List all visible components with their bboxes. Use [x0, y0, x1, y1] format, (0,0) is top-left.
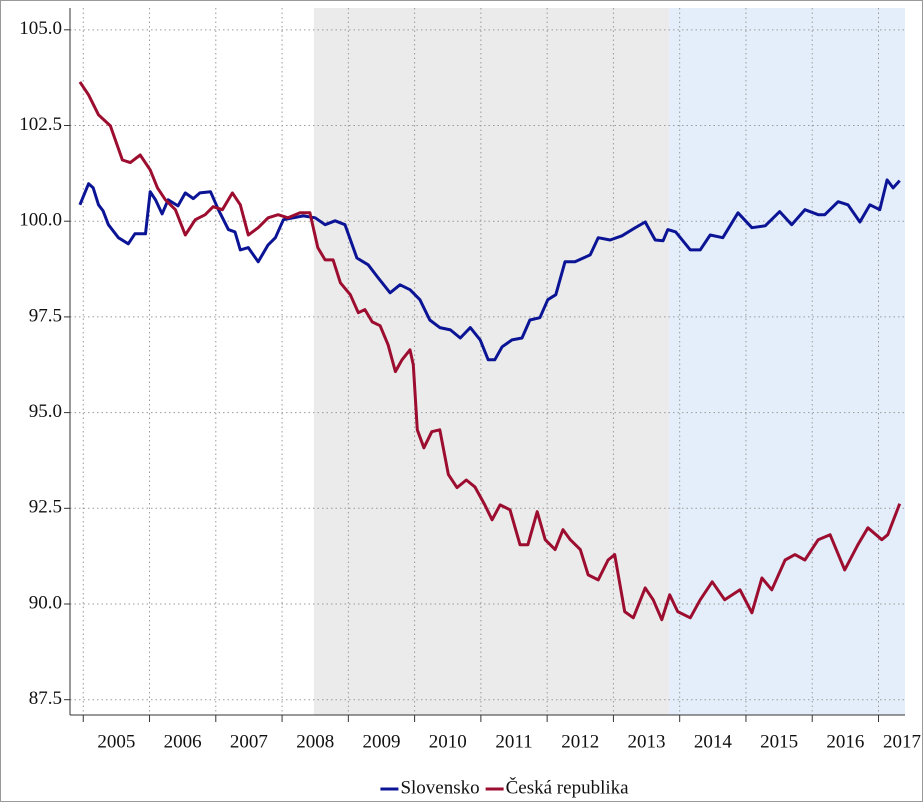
series-line [78, 178, 901, 362]
grid [70, 8, 905, 715]
y-tick-label: 102.5 [19, 114, 62, 135]
y-tick-label: 95.0 [29, 401, 62, 422]
x-tick-label: 2011 [495, 731, 532, 752]
y-tick-label: 100.0 [19, 210, 62, 231]
bands [313, 8, 905, 715]
y-tick-label: 87.5 [29, 688, 62, 709]
y-tick-label: 90.0 [29, 592, 62, 613]
x-tick-label: 2008 [296, 731, 334, 752]
x-tick-label: 2016 [826, 731, 864, 752]
y-tick-label: 92.5 [29, 497, 62, 518]
x-tick-label: 2017 [883, 731, 921, 752]
period-band [669, 8, 905, 715]
x-tick-label: 2010 [429, 731, 467, 752]
series-line [78, 81, 902, 622]
legend: Slovensko Česká republika [380, 776, 629, 798]
x-tick-label: 2005 [97, 731, 135, 752]
legend-label: Česká republika [506, 776, 630, 798]
x-tick-label: 2015 [760, 731, 798, 752]
x-tick-label: 2012 [561, 731, 599, 752]
legend-label: Slovensko [400, 777, 479, 798]
y-tick-label: 105.0 [19, 18, 62, 39]
x-tick-label: 2006 [164, 731, 202, 752]
x-tick-label: 2007 [230, 731, 268, 752]
x-tick-label: 2009 [362, 731, 400, 752]
lines [78, 81, 902, 622]
axes: 87.5 90.0 92.5 95.0 97.5 100.0 102.5 105.0 2005 2… [19, 8, 921, 752]
x-tick-label: 2013 [628, 731, 666, 752]
period-band [313, 8, 670, 715]
y-tick-label: 97.5 [29, 305, 62, 326]
x-tick-label: 2014 [694, 731, 733, 752]
